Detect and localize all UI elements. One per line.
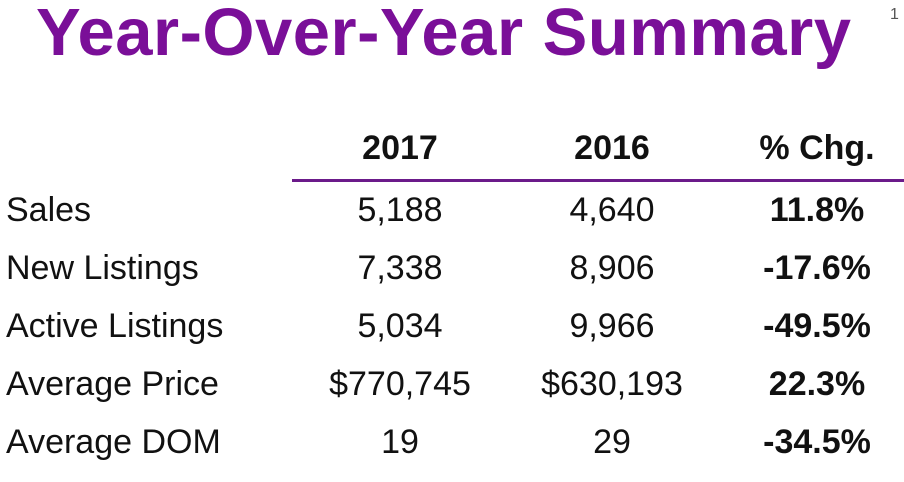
slide-number: 1 xyxy=(890,6,899,23)
table-row: New Listings 7,338 8,906 -17.6% xyxy=(0,249,904,308)
value-2016: 29 xyxy=(593,423,631,461)
value-2017: 5,188 xyxy=(357,191,443,229)
value-2017: 7,338 xyxy=(357,249,443,287)
value-2017: $770,745 xyxy=(329,365,471,403)
row-label: New Listings xyxy=(6,249,199,287)
table-row: Sales 5,188 4,640 11.8% xyxy=(0,191,904,250)
page-title: Year-Over-Year Summary xyxy=(36,0,852,70)
header-pct-change: % Chg. xyxy=(759,129,875,167)
row-label: Average DOM xyxy=(6,423,221,461)
row-label: Sales xyxy=(6,191,92,229)
table-row: Average DOM 19 29 -34.5% xyxy=(0,423,904,482)
value-2016: 4,640 xyxy=(569,191,655,229)
header-divider xyxy=(292,179,904,182)
header-2017: 2017 xyxy=(362,129,438,167)
value-pct-change: -17.6% xyxy=(763,249,871,287)
value-2017: 19 xyxy=(381,423,419,461)
value-pct-change: 22.3% xyxy=(768,365,866,403)
value-pct-change: -34.5% xyxy=(763,423,871,461)
header-2016: 2016 xyxy=(574,129,650,167)
row-label: Active Listings xyxy=(6,307,224,345)
value-2016: 8,906 xyxy=(569,249,655,287)
table-row: Active Listings 5,034 9,966 -49.5% xyxy=(0,307,904,366)
row-label: Average Price xyxy=(6,365,219,403)
value-2016: $630,193 xyxy=(541,365,683,403)
value-pct-change: 11.8% xyxy=(769,191,865,229)
value-pct-change: -49.5% xyxy=(763,307,871,345)
value-2016: 9,966 xyxy=(569,307,655,345)
table-row: Average Price $770,745 $630,193 22.3% xyxy=(0,365,904,424)
value-2017: 5,034 xyxy=(357,307,443,345)
